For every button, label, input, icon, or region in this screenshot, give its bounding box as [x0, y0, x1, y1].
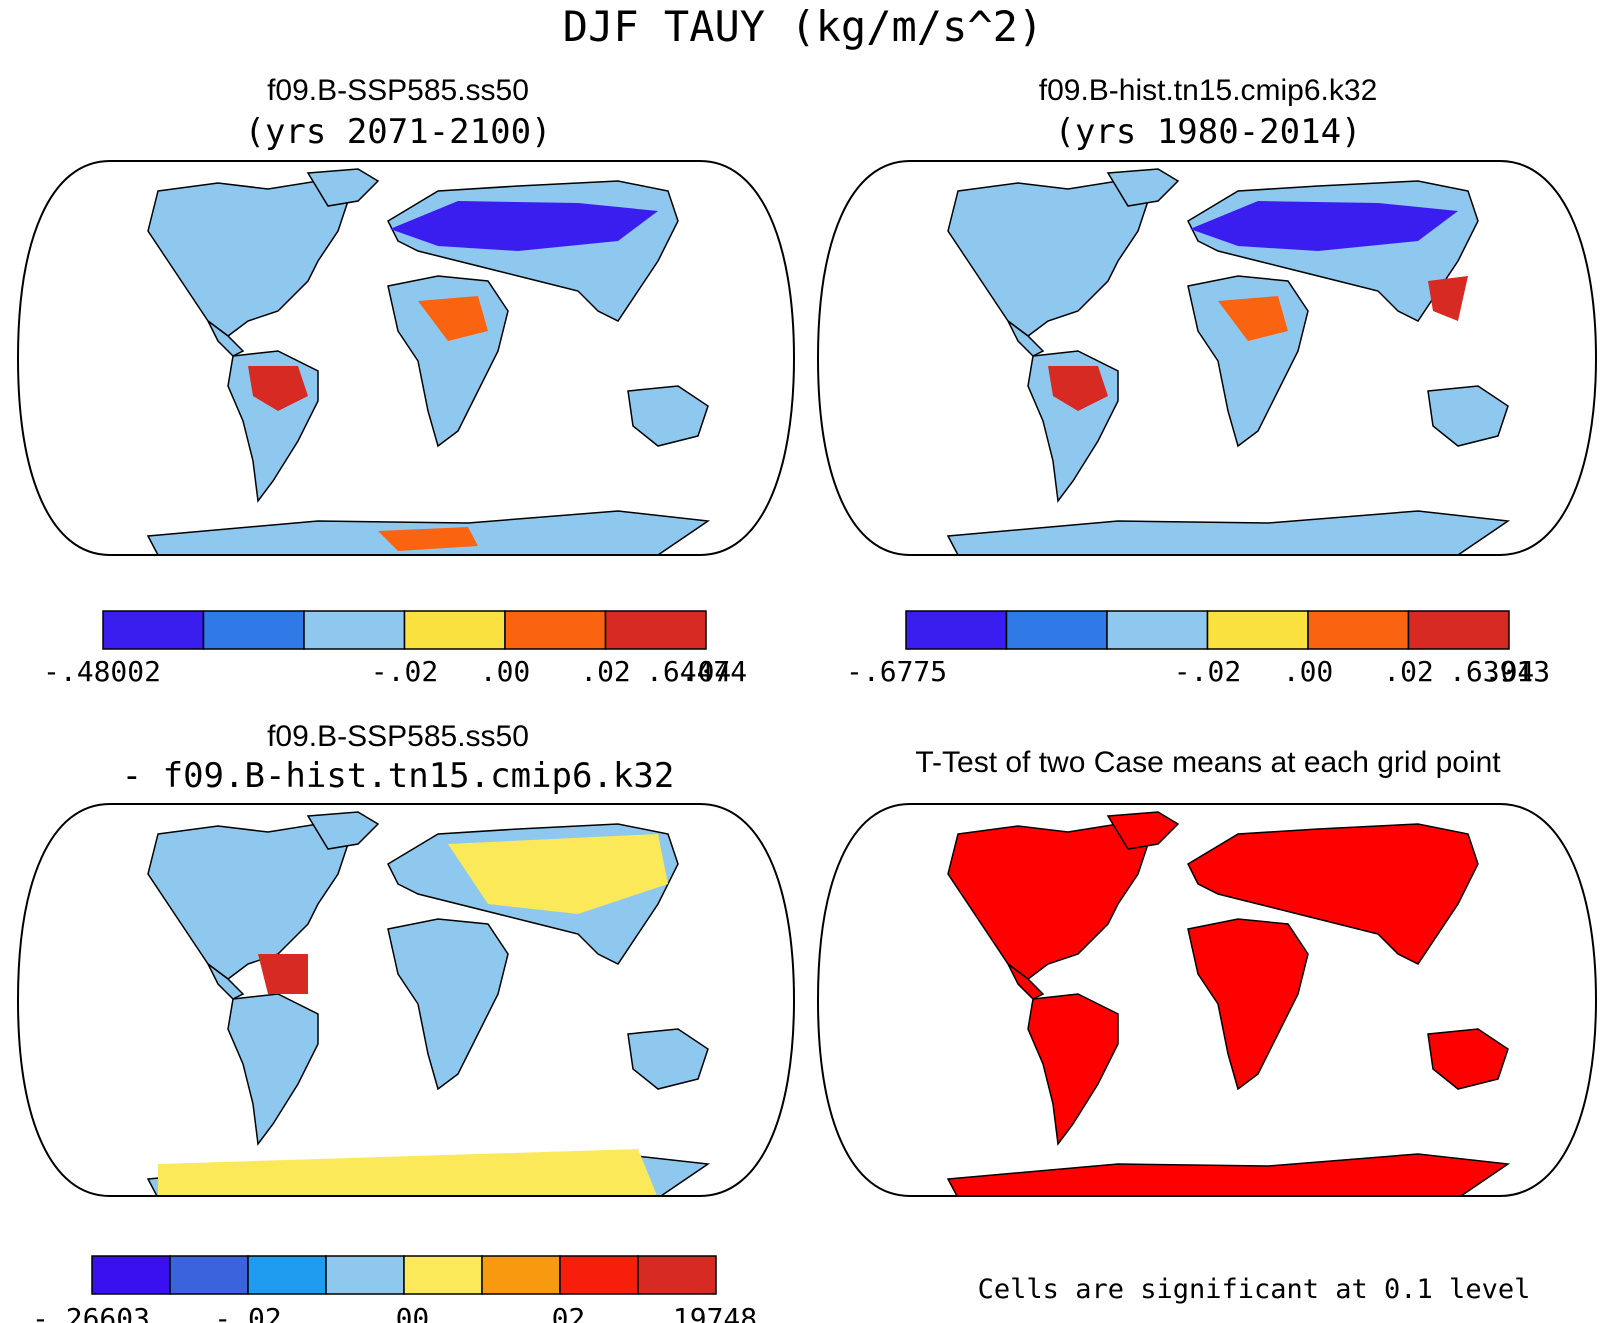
panel-4-title: T-Test of two Case means at each grid po…: [915, 746, 1501, 779]
colorbar-1-box-1: [102, 610, 205, 650]
colorbar-1-box-3: [303, 610, 406, 650]
panel-2-subtitle: (yrs 1980-2014): [1054, 112, 1362, 152]
colorbar-1-label: -.48002: [43, 655, 162, 688]
colorbar-3-box-3: [247, 1255, 327, 1295]
antarctic-positive-3: [158, 1149, 658, 1196]
panel-2-title: f09.B-hist.tn15.cmip6.k32: [1038, 74, 1378, 107]
colorbar-1-label: .64474: [646, 655, 748, 688]
figure-title: DJF TAUY (kg/m/s^2): [562, 2, 1044, 51]
colorbar-1-box-4: [403, 610, 506, 650]
map-panel-4: [818, 804, 1596, 1196]
colorbar-1-box-5: [504, 610, 607, 650]
colorbar-1-box-6: [604, 610, 707, 650]
colorbar-2-label: .04: [1483, 655, 1535, 688]
colorbar-2-label: -.02: [1173, 655, 1242, 688]
colorbar-3-box-4: [325, 1255, 405, 1295]
colorbar-2-box-1: [905, 610, 1008, 650]
colorbar-3-label: -.02: [214, 1302, 282, 1323]
colorbar-2-label: .02: [1383, 655, 1434, 688]
positive-region-sa-2: [1048, 366, 1108, 411]
map-panel-2: [818, 161, 1596, 555]
colorbar-3-label: .00: [378, 1302, 430, 1323]
colorbar-1-label: .00: [479, 655, 531, 688]
colorbar-2-label: .00: [1282, 655, 1334, 688]
panel-3-subtitle: - f09.B-hist.tn15.cmip6.k32: [121, 756, 675, 796]
colorbar-2-box-3: [1106, 610, 1209, 650]
colorbar-2-box-2: [1005, 610, 1108, 650]
antarctic-positive-1: [378, 527, 478, 551]
colorbar-1: [102, 610, 707, 650]
colorbar-2-label: .63913: [1449, 655, 1551, 688]
colorbar-3: [91, 1255, 717, 1295]
positive-region-sa-1: [248, 366, 308, 411]
map-panel-3: [18, 804, 794, 1196]
panel-1-subtitle: (yrs 2071-2100): [244, 112, 552, 152]
positive-region-asia-3: [448, 834, 668, 914]
colorbar-3-box-2: [169, 1255, 249, 1295]
colorbar-3-box-8: [637, 1255, 717, 1295]
colorbar-3-box-7: [559, 1255, 639, 1295]
colorbar-1-label: -.02: [370, 655, 439, 688]
positive-region-africa-2: [1218, 296, 1288, 341]
significance-footnote: Cells are significant at 0.1 level: [977, 1274, 1531, 1305]
strong-negative-region-2: [1190, 201, 1458, 251]
colorbar-2-box-5: [1307, 610, 1410, 650]
colorbar-3-label: -.26603: [32, 1302, 151, 1323]
panel-1-title: f09.B-SSP585.ss50: [267, 74, 529, 107]
panel-3-title: f09.B-SSP585.ss50: [267, 720, 529, 753]
colorbar-3-box-6: [481, 1255, 561, 1295]
colorbar-1-label: .04: [680, 655, 732, 688]
colorbar-3-box-1: [91, 1255, 171, 1295]
colorbar-3-label: .19748: [656, 1302, 758, 1323]
colorbar-1-box-2: [202, 610, 305, 650]
map-panel-1: [18, 161, 794, 555]
positive-region-asia-2: [1428, 276, 1468, 321]
colorbar-2-box-6: [1407, 610, 1510, 650]
colorbar-2: [905, 610, 1510, 650]
strong-negative-region-1: [390, 201, 658, 251]
colorbar-2-label: -.6775: [846, 655, 948, 688]
colorbar-3-label: .02: [534, 1302, 586, 1323]
positive-region-africa-1: [418, 296, 488, 341]
colorbar-1-label: .02: [580, 655, 631, 688]
positive-region-sa-3: [258, 954, 308, 994]
colorbar-3-box-5: [403, 1255, 483, 1295]
colorbar-2-box-4: [1206, 610, 1309, 650]
